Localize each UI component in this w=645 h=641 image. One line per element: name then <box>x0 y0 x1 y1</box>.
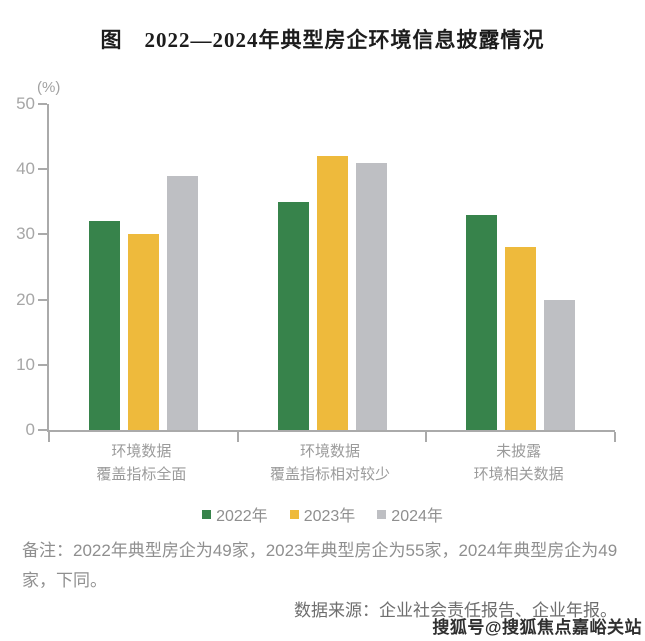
legend-swatch-2023年 <box>289 509 299 519</box>
legend-swatch-2024年 <box>377 509 387 519</box>
bar-group <box>238 104 427 430</box>
legend-item: 2024年 <box>377 502 443 526</box>
bar-2023年 <box>127 234 159 430</box>
legend-swatch-2022年 <box>202 509 212 519</box>
bar-group <box>49 104 238 430</box>
x-axis-tick <box>236 432 239 442</box>
chart-title: 图 2022—2024年典型房企环境信息披露情况 <box>100 28 545 52</box>
y-axis-tick-label: 0 <box>25 420 35 439</box>
y-axis-tick <box>38 103 47 105</box>
x-axis-tick <box>425 432 428 442</box>
bar-2023年 <box>316 156 348 430</box>
plot-area: 0 10 20 30 40 50 <box>16 94 616 442</box>
bar-group <box>426 104 615 430</box>
bar-2024年 <box>544 299 576 430</box>
y-axis-tick-label: 20 <box>16 289 35 309</box>
category-label: 未披露 环境相关数据 <box>473 443 564 484</box>
y-axis-tick <box>38 298 47 301</box>
x-axis-tick <box>614 432 616 442</box>
x-axis-labels: 环境数据 覆盖指标全面 环境数据 覆盖指标相对较少 未披露 环境相关数据 <box>47 440 613 487</box>
y-axis-tick-label: 10 <box>16 354 35 374</box>
y-axis-tick <box>38 233 47 236</box>
category-label: 环境数据 覆盖指标相对较少 <box>270 443 391 484</box>
bar-2023年 <box>505 247 537 430</box>
legend-item: 2022年 <box>202 502 268 526</box>
watermark-text: 搜狐号@搜狐焦点嘉峪关站 <box>432 618 642 637</box>
legend-label: 2023年 <box>303 508 356 525</box>
category-label: 环境数据 覆盖指标全面 <box>96 443 187 484</box>
remark-note: 备注：2022年典型房企为49家，2023年典型房企为55家，2024年典型房企… <box>22 541 618 590</box>
bar-groups <box>49 104 615 430</box>
y-axis-tick-label: 30 <box>16 224 35 244</box>
legend-label: 2024年 <box>391 508 443 525</box>
bar-2022年 <box>466 214 498 430</box>
y-axis-tick-label: 40 <box>16 159 35 179</box>
y-axis-tick <box>38 168 47 171</box>
y-axis-tick <box>38 363 47 366</box>
bar-2022年 <box>88 221 120 430</box>
bar-2024年 <box>355 162 387 430</box>
y-axis-tick <box>38 429 47 431</box>
bar-2024年 <box>166 175 198 430</box>
x-axis-tick <box>48 432 50 442</box>
legend-item: 2023年 <box>289 502 356 526</box>
y-axis-unit-label: (%) <box>37 79 61 96</box>
legend-label: 2022年 <box>216 508 268 525</box>
bar-2022年 <box>277 201 309 430</box>
data-source-note: 数据来源：企业社会责任报告、企业年报。 <box>294 601 617 620</box>
y-axis-tick-label: 50 <box>16 94 35 113</box>
legend: 2022年 2023年 2024年 <box>0 502 645 526</box>
